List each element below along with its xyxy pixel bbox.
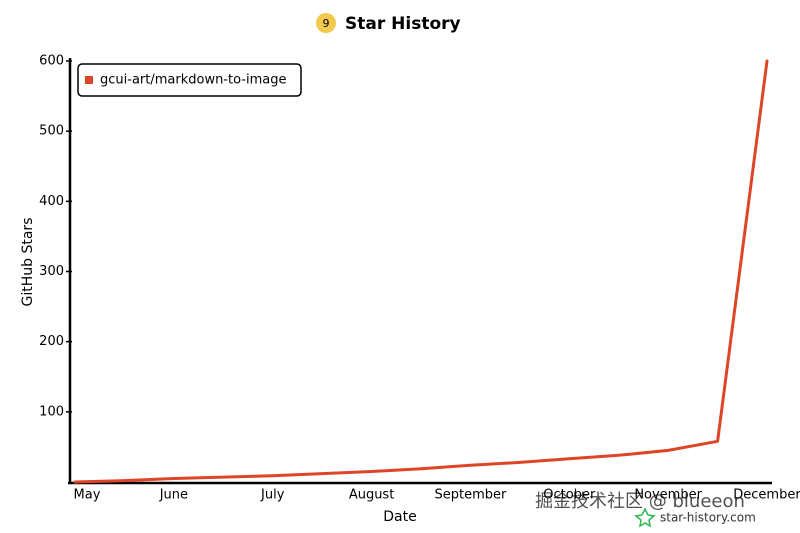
y-tick-label: 400 bbox=[39, 194, 64, 209]
legend-box bbox=[77, 63, 302, 97]
source: star-history.com bbox=[660, 511, 756, 525]
x-tick-label: September bbox=[434, 488, 507, 503]
legend-swatch bbox=[85, 76, 93, 84]
x-axis-label: Date bbox=[383, 509, 416, 525]
y-tick-label: 100 bbox=[39, 404, 64, 419]
x-tick-label: May bbox=[74, 488, 101, 503]
y-axis-label: GitHub Stars bbox=[20, 218, 36, 307]
x-tick-label: August bbox=[349, 488, 395, 503]
x-tick-label: December bbox=[733, 488, 800, 503]
badge-circle bbox=[316, 13, 336, 33]
x-tick-label: July bbox=[260, 488, 285, 503]
x-tick-label: November bbox=[634, 488, 702, 503]
legend-label: gcui-art/markdown-to-image bbox=[100, 73, 286, 88]
y-tick-label: 300 bbox=[39, 264, 64, 279]
badge: 9 bbox=[323, 17, 330, 30]
y-tick-label: 500 bbox=[39, 124, 64, 139]
x-tick-label: June bbox=[159, 488, 188, 503]
chart-title: Star History bbox=[345, 14, 461, 34]
y-tick-label: 200 bbox=[39, 334, 64, 349]
y-tick-label: 600 bbox=[39, 54, 64, 69]
source-icon bbox=[634, 507, 656, 528]
line bbox=[73, 59, 769, 484]
watermark: 掘金技术社区 @ blueeon bbox=[535, 491, 745, 512]
x-tick-label: October bbox=[543, 488, 596, 503]
